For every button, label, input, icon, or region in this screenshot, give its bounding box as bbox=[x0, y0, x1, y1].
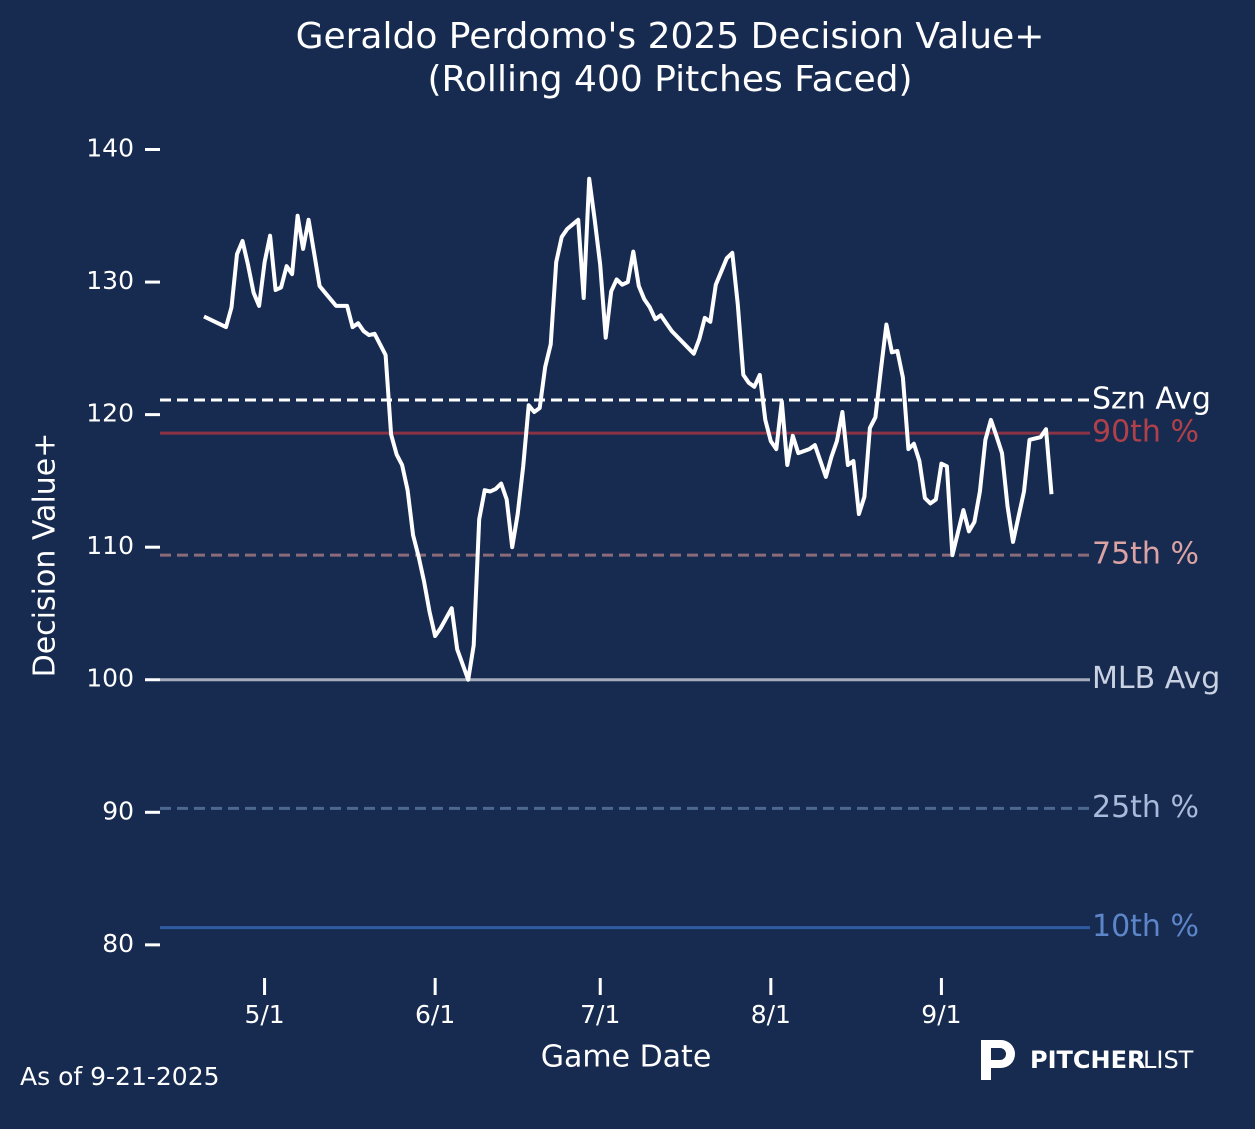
brand-light: LIST bbox=[1143, 1046, 1194, 1074]
reference-label: Szn Avg bbox=[1092, 382, 1211, 417]
x-tick-label: 8/1 bbox=[751, 1000, 791, 1029]
y-tick-label: 80 bbox=[102, 929, 134, 958]
logo-icon bbox=[981, 1040, 1015, 1080]
reference-label: 10th % bbox=[1092, 909, 1199, 944]
footnote: As of 9-21-2025 bbox=[20, 1062, 220, 1091]
chart-subtitle: (Rolling 400 Pitches Faced) bbox=[427, 59, 912, 100]
y-tick-label: 110 bbox=[86, 531, 134, 560]
reference-label: 75th % bbox=[1092, 537, 1199, 572]
y-tick-label: 100 bbox=[86, 664, 134, 693]
reference-label: 25th % bbox=[1092, 790, 1199, 825]
chart-title: Geraldo Perdomo's 2025 Decision Value+ bbox=[296, 16, 1045, 57]
x-tick-label: 7/1 bbox=[580, 1000, 620, 1029]
y-tick-label: 90 bbox=[102, 796, 134, 825]
brand-bold: PITCHER bbox=[1030, 1046, 1145, 1074]
x-tick-label: 6/1 bbox=[415, 1000, 455, 1029]
x-tick-label: 5/1 bbox=[244, 1000, 284, 1029]
data-line bbox=[203, 176, 1054, 682]
y-tick-label: 120 bbox=[86, 399, 134, 428]
reference-label: MLB Avg bbox=[1092, 661, 1220, 696]
reference-label: 90th % bbox=[1092, 415, 1199, 450]
x-tick-label: 9/1 bbox=[921, 1000, 961, 1029]
y-tick-label: 140 bbox=[86, 134, 134, 163]
brand-logo: PITCHER LIST bbox=[981, 1040, 1194, 1080]
y-axis-title: Decision Value+ bbox=[28, 433, 63, 678]
y-tick-label: 130 bbox=[86, 266, 134, 295]
x-axis-title: Game Date bbox=[541, 1040, 712, 1075]
